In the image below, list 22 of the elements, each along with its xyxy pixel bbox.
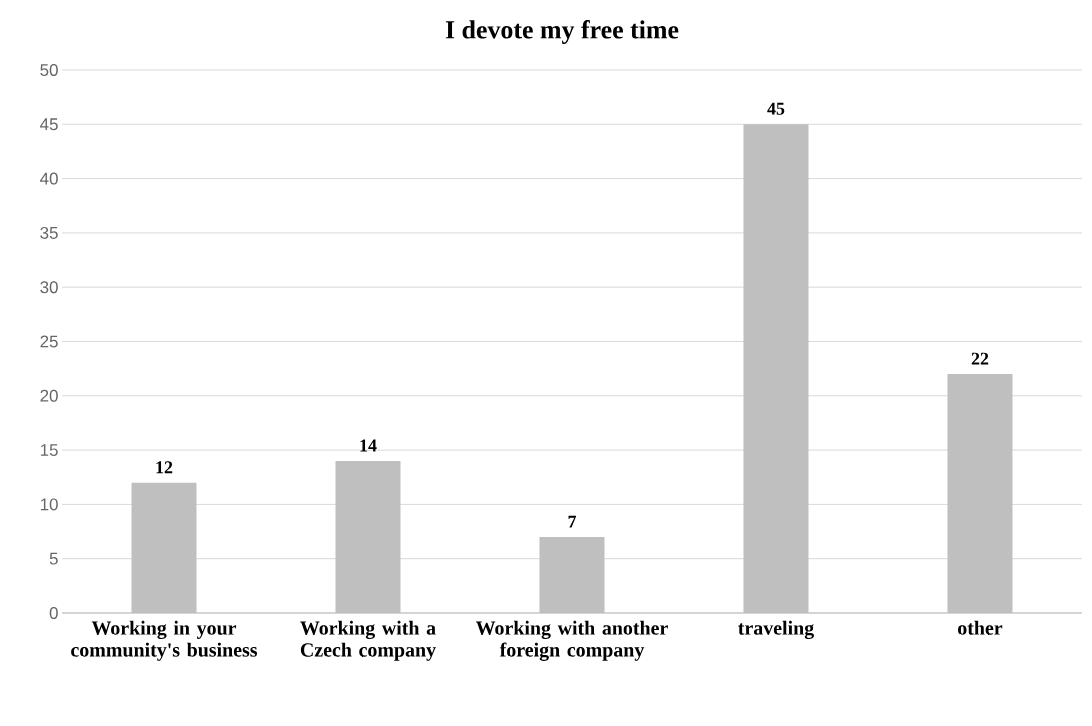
data-label: 12 (156, 461, 173, 474)
x-tick-label: Working with a Czech company (300, 620, 436, 661)
x-tick-label: Working with another foreign company (475, 620, 668, 661)
data-label: 14 (360, 439, 377, 452)
x-tick-label: traveling (738, 620, 814, 639)
x-tick-label: other (958, 620, 1003, 635)
y-tick-label: 25 (40, 335, 58, 348)
y-tick-label: 30 (40, 281, 58, 294)
y-tick-label: 40 (40, 172, 58, 185)
x-tick-label: Working in your community's business (71, 620, 258, 661)
y-tick-label: 20 (40, 389, 58, 402)
y-tick-label: 45 (40, 118, 58, 131)
y-tick-label: 35 (40, 226, 58, 239)
data-label: 7 (568, 515, 577, 528)
data-label: 22 (971, 352, 989, 365)
y-tick-label: 15 (40, 444, 58, 456)
y-tick-label: 5 (49, 552, 58, 565)
chart-title: I devote my free time (445, 20, 679, 44)
y-tick-label: 10 (40, 498, 58, 511)
y-tick-label: 0 (49, 606, 58, 619)
y-tick-label: 50 (40, 63, 58, 76)
data-label: 45 (767, 102, 785, 115)
